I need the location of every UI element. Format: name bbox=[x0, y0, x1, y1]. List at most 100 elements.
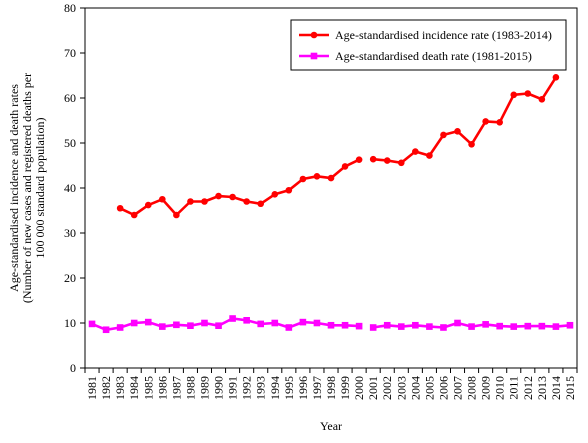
data-point bbox=[440, 131, 447, 139]
data-point bbox=[552, 323, 560, 330]
data-point bbox=[552, 74, 560, 81]
data-point bbox=[187, 198, 194, 205]
x-tick-label: 1995 bbox=[282, 376, 296, 400]
x-tick-label: 2012 bbox=[521, 376, 535, 400]
x-axis-title: Year bbox=[320, 419, 342, 433]
y-tick-label: 30 bbox=[64, 226, 76, 240]
x-tick-label: 1996 bbox=[296, 376, 310, 400]
y-tick-label: 20 bbox=[64, 271, 76, 285]
data-point bbox=[313, 173, 321, 180]
y-tick-label: 70 bbox=[64, 46, 76, 60]
x-tick-label: 2004 bbox=[408, 376, 422, 400]
data-point bbox=[510, 323, 518, 330]
series-line bbox=[119, 158, 360, 217]
data-point bbox=[341, 163, 349, 170]
x-tick-label: 2005 bbox=[422, 376, 436, 400]
data-point bbox=[454, 319, 461, 327]
x-tick-label: 1990 bbox=[212, 376, 226, 400]
data-point bbox=[215, 322, 222, 329]
data-point bbox=[285, 186, 293, 194]
x-tick-label: 1993 bbox=[254, 376, 268, 400]
data-point bbox=[116, 324, 124, 331]
data-point bbox=[538, 96, 546, 103]
data-point bbox=[173, 321, 180, 329]
x-tick-label: 1991 bbox=[226, 376, 240, 400]
data-point bbox=[144, 201, 152, 209]
x-tick-label: 2009 bbox=[479, 376, 493, 400]
x-tick-label: 2014 bbox=[549, 376, 563, 400]
x-tick-label: 1989 bbox=[197, 376, 211, 400]
y-axis-ticks: 0 10 20 30 40 50 60 70 80 bbox=[64, 1, 85, 375]
x-tick-label: 1988 bbox=[183, 376, 197, 400]
x-tick-label: 1992 bbox=[240, 376, 254, 400]
data-point bbox=[327, 321, 335, 329]
legend-box bbox=[290, 19, 567, 71]
legend-item-2: Age-standardised death rate (1981-2015) bbox=[299, 49, 532, 63]
data-point bbox=[130, 211, 138, 219]
y-tick-label: 80 bbox=[64, 1, 76, 15]
data-point bbox=[566, 321, 574, 329]
x-tick-label: 1984 bbox=[127, 376, 141, 400]
series-2 bbox=[88, 315, 574, 334]
data-point bbox=[482, 118, 489, 125]
data-point bbox=[313, 319, 321, 327]
data-point bbox=[327, 174, 335, 182]
series-line bbox=[373, 76, 557, 165]
data-point bbox=[524, 90, 532, 97]
x-tick-label: 1997 bbox=[310, 376, 324, 400]
data-point bbox=[468, 141, 475, 148]
legend: Age-standardised incidence rate (1983-20… bbox=[290, 19, 567, 71]
data-point bbox=[229, 193, 236, 201]
x-tick-label: 2008 bbox=[465, 376, 479, 400]
data-point bbox=[412, 321, 419, 329]
plot-area-frame bbox=[84, 7, 578, 369]
legend-label: Age-standardised death rate (1981-2015) bbox=[335, 49, 532, 63]
data-point bbox=[341, 321, 349, 329]
y-tick-label: 40 bbox=[64, 181, 76, 195]
data-point bbox=[482, 321, 489, 328]
x-tick-label: 2011 bbox=[507, 376, 521, 400]
x-tick-label: 2013 bbox=[535, 376, 549, 400]
legend-label: Age-standardised incidence rate (1983-20… bbox=[335, 28, 552, 42]
data-point bbox=[397, 159, 405, 167]
data-point bbox=[229, 315, 236, 322]
x-tick-label: 1985 bbox=[141, 376, 155, 400]
data-point bbox=[173, 211, 180, 219]
data-point bbox=[496, 119, 503, 126]
data-point bbox=[426, 323, 433, 330]
series-layer bbox=[88, 74, 574, 334]
data-point bbox=[468, 323, 475, 330]
data-point bbox=[355, 156, 363, 163]
data-point bbox=[397, 323, 405, 330]
data-point bbox=[116, 204, 124, 212]
y-tick-label: 0 bbox=[70, 361, 76, 375]
x-tick-label: 1994 bbox=[268, 376, 282, 400]
data-point bbox=[159, 323, 166, 330]
data-point bbox=[369, 324, 377, 331]
data-point bbox=[201, 198, 208, 205]
y-tick-label: 50 bbox=[64, 136, 76, 150]
y-tick-label: 60 bbox=[64, 91, 76, 105]
series-1 bbox=[116, 74, 560, 219]
data-point bbox=[271, 319, 279, 327]
data-point bbox=[412, 148, 419, 155]
x-tick-label: 2006 bbox=[436, 376, 450, 400]
data-point bbox=[299, 318, 307, 326]
data-point bbox=[383, 321, 391, 329]
data-point bbox=[215, 192, 222, 200]
data-point bbox=[383, 157, 391, 164]
x-axis-ticks: 1981 1982 1983 1984 1985 1986 1987 1988 1989 1990… bbox=[84, 368, 578, 400]
data-point bbox=[243, 198, 250, 205]
data-point bbox=[299, 175, 307, 183]
data-point bbox=[355, 322, 363, 330]
data-point bbox=[496, 322, 503, 330]
x-tick-label: 1999 bbox=[338, 376, 352, 400]
data-point bbox=[271, 191, 279, 198]
data-point bbox=[159, 195, 166, 203]
legend-item-1: Age-standardised incidence rate (1983-20… bbox=[299, 28, 552, 42]
x-tick-label: 2003 bbox=[394, 376, 408, 400]
x-tick-label: 2001 bbox=[366, 376, 380, 400]
x-tick-label: 2015 bbox=[563, 376, 577, 400]
x-tick-label: 1986 bbox=[155, 376, 169, 400]
